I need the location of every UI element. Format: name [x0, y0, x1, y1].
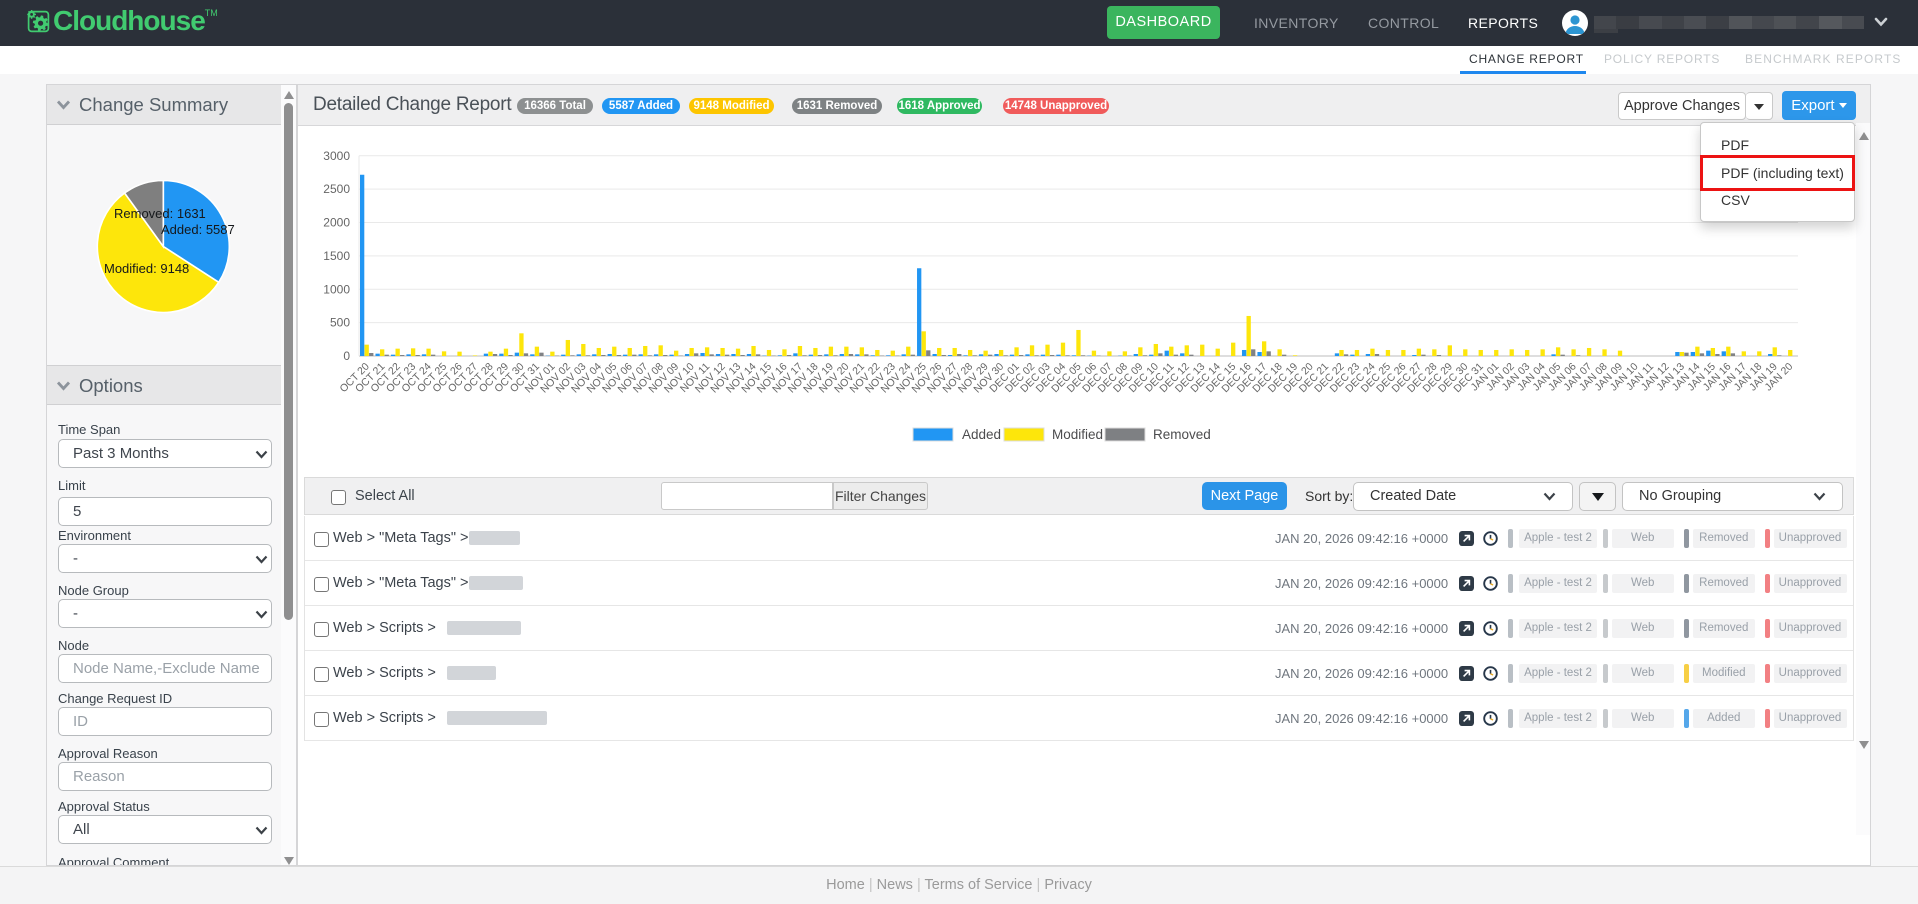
- svg-text:2500: 2500: [323, 182, 350, 196]
- svg-text:1500: 1500: [323, 249, 350, 263]
- svg-text:Modified: Modified: [1052, 427, 1103, 442]
- svg-text:Removed: Removed: [1153, 427, 1211, 442]
- svg-text:2000: 2000: [323, 216, 350, 230]
- svg-text:3000: 3000: [323, 149, 350, 163]
- svg-text:Added: 5587: Added: 5587: [161, 222, 235, 237]
- svg-text:0: 0: [343, 349, 350, 363]
- svg-text:500: 500: [330, 316, 350, 330]
- svg-text:Added: Added: [962, 427, 1001, 442]
- svg-text:Modified: 9148: Modified: 9148: [104, 261, 189, 276]
- svg-text:1000: 1000: [323, 282, 350, 296]
- svg-text:Removed: 1631: Removed: 1631: [114, 206, 206, 221]
